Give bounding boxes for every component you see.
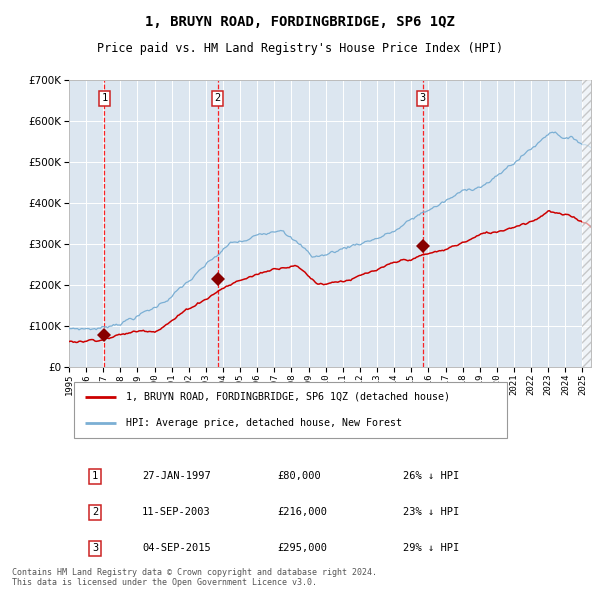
Text: 2: 2 <box>215 93 221 103</box>
Text: Contains HM Land Registry data © Crown copyright and database right 2024.
This d: Contains HM Land Registry data © Crown c… <box>12 568 377 587</box>
FancyBboxPatch shape <box>74 382 508 438</box>
Text: 3: 3 <box>419 93 426 103</box>
Text: 1: 1 <box>92 471 98 481</box>
Text: HPI: Average price, detached house, New Forest: HPI: Average price, detached house, New … <box>127 418 403 428</box>
Text: 04-SEP-2015: 04-SEP-2015 <box>142 543 211 553</box>
Text: 11-SEP-2003: 11-SEP-2003 <box>142 507 211 517</box>
Text: £80,000: £80,000 <box>278 471 322 481</box>
Text: 27-JAN-1997: 27-JAN-1997 <box>142 471 211 481</box>
Text: 1, BRUYN ROAD, FORDINGBRIDGE, SP6 1QZ (detached house): 1, BRUYN ROAD, FORDINGBRIDGE, SP6 1QZ (d… <box>127 392 451 402</box>
Text: 2: 2 <box>92 507 98 517</box>
Bar <box>583 80 593 368</box>
Text: 3: 3 <box>92 543 98 553</box>
Text: Price paid vs. HM Land Registry's House Price Index (HPI): Price paid vs. HM Land Registry's House … <box>97 42 503 55</box>
Text: 1, BRUYN ROAD, FORDINGBRIDGE, SP6 1QZ: 1, BRUYN ROAD, FORDINGBRIDGE, SP6 1QZ <box>145 15 455 29</box>
Text: 23% ↓ HPI: 23% ↓ HPI <box>403 507 460 517</box>
Text: £216,000: £216,000 <box>278 507 328 517</box>
Text: 1: 1 <box>101 93 107 103</box>
Text: 26% ↓ HPI: 26% ↓ HPI <box>403 471 460 481</box>
Text: 29% ↓ HPI: 29% ↓ HPI <box>403 543 460 553</box>
Text: £295,000: £295,000 <box>278 543 328 553</box>
